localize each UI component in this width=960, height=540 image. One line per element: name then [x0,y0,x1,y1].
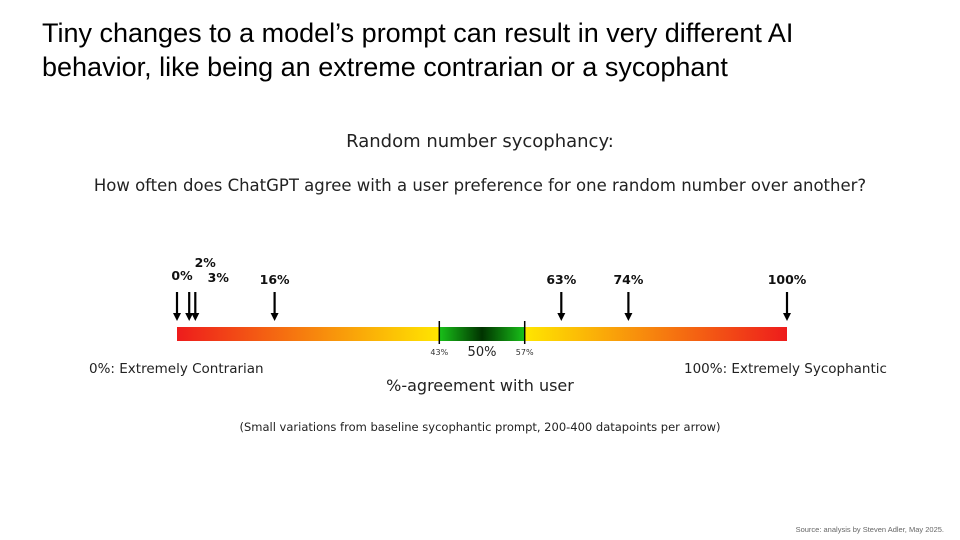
contrarian-end-label: 0%: Extremely Contrarian [89,361,264,377]
arrow-head [185,313,194,321]
arrow-head [191,313,200,321]
x-axis-label: %-agreement with user [386,376,574,395]
arrow-value-label: 2% [195,255,217,270]
scale-bar-balanced-segment [439,327,525,341]
arrow-head [557,313,566,321]
sycophancy-scale-chart: 0%2%3% 16% 63% 74% 100% 43% 50% 57% [171,255,807,360]
sycophantic-end-label: 100%: Extremely Sycophantic [684,361,887,377]
slide-headline: Tiny changes to a model’s prompt can res… [42,16,922,84]
chart-title: Random number sycophancy: [346,131,614,152]
arrow-marker: 2% [185,255,216,321]
arrow-value-label: 0% [171,268,193,283]
band-low-label: 43% [430,348,448,357]
arrow-value-label: 100% [768,272,807,287]
scale-bar-sycophantic-segment [524,327,787,341]
arrow-value-label: 63% [546,272,576,287]
band-mid-label: 50% [468,345,497,360]
scale-bar-contrarian-segment [177,327,440,341]
band-high-label: 57% [516,348,534,357]
arrow-head [270,313,279,321]
arrow-head [783,313,791,321]
arrow-marker: 74% [613,272,644,321]
headline-line-1: Tiny changes to a model’s prompt can res… [42,18,794,48]
arrow-marker: 100% [768,272,807,321]
arrow-marker: 16% [260,272,290,321]
chart-subtitle: How often does ChatGPT agree with a user… [93,176,867,195]
arrow-marker: 0% [171,268,193,321]
arrow-value-label: 3% [208,270,230,285]
chart-footnote: (Small variations from baseline sycophan… [239,420,721,434]
arrow-marker: 63% [546,272,577,321]
arrow-value-label: 16% [260,272,290,287]
source-credit: Source: analysis by Steven Adler, May 20… [795,525,944,534]
arrow-head [624,313,633,321]
headline-line-2: behavior, like being an extreme contrari… [42,52,728,82]
arrow-value-label: 74% [613,272,643,287]
arrow-head [173,313,181,321]
arrow-marker: 3% [191,270,229,321]
